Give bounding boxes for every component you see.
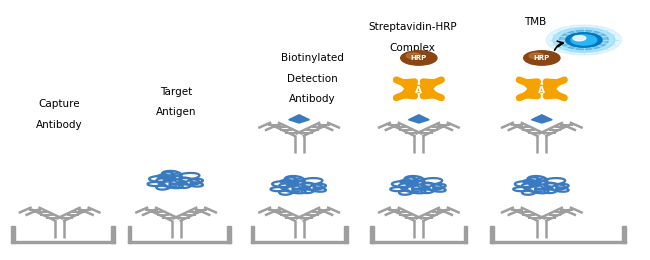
Bar: [127, 240, 231, 243]
Bar: [490, 240, 626, 243]
Bar: [111, 226, 114, 243]
Text: A: A: [415, 86, 423, 95]
Bar: [622, 226, 626, 243]
Circle shape: [559, 30, 608, 50]
Bar: [11, 226, 15, 243]
Bar: [11, 240, 114, 243]
Text: A: A: [538, 86, 545, 95]
Polygon shape: [289, 115, 309, 123]
Bar: [227, 226, 231, 243]
Circle shape: [524, 51, 560, 65]
Circle shape: [529, 53, 543, 59]
Polygon shape: [532, 115, 552, 123]
Circle shape: [547, 25, 621, 55]
Text: Target: Target: [160, 87, 192, 96]
Text: Antibody: Antibody: [289, 94, 335, 104]
Text: Complex: Complex: [389, 43, 436, 53]
Bar: [250, 226, 254, 243]
Text: Antibody: Antibody: [36, 120, 83, 130]
Bar: [370, 226, 374, 243]
Circle shape: [571, 35, 597, 45]
Bar: [463, 226, 467, 243]
Circle shape: [573, 36, 586, 41]
Bar: [370, 240, 467, 243]
Bar: [490, 226, 494, 243]
Circle shape: [566, 33, 602, 47]
Circle shape: [400, 51, 437, 65]
Circle shape: [406, 53, 421, 59]
Bar: [250, 240, 348, 243]
Polygon shape: [408, 115, 429, 123]
Text: Capture: Capture: [39, 99, 81, 109]
Text: Antigen: Antigen: [156, 107, 196, 117]
Circle shape: [552, 28, 615, 52]
Text: TMB: TMB: [524, 17, 547, 27]
Bar: [344, 226, 348, 243]
Bar: [127, 226, 131, 243]
Text: Streptavidin-HRP: Streptavidin-HRP: [368, 22, 457, 32]
Text: HRP: HRP: [411, 55, 427, 61]
Text: HRP: HRP: [534, 55, 550, 61]
Text: Detection: Detection: [287, 74, 337, 84]
Text: Biotinylated: Biotinylated: [281, 53, 343, 63]
